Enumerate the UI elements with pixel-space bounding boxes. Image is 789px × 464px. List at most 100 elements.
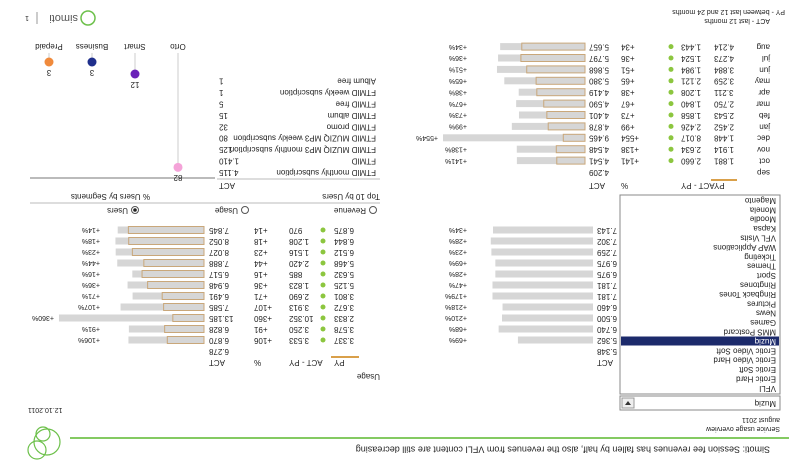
list-item[interactable]: Games: [750, 318, 776, 327]
cell-py: 2.833: [333, 314, 354, 323]
status-dot: [668, 101, 674, 107]
bar-label: +51%: [449, 66, 467, 73]
cell-diff: 2.690: [288, 292, 309, 301]
bar-label: +179%: [445, 292, 467, 299]
list-item[interactable]: Pictures: [747, 299, 776, 308]
cell-act: 6.948: [208, 281, 229, 290]
status-dot: [320, 326, 326, 332]
cell-py: 3.211: [713, 88, 733, 97]
act-bar: [490, 237, 593, 245]
list-item[interactable]: Ringtones: [740, 280, 776, 289]
cell-diff: 2.420: [288, 259, 309, 268]
top10-value: 15: [218, 111, 227, 120]
cell-diff: 8.017: [680, 134, 701, 143]
cell-act: 7.143: [596, 226, 617, 235]
cell-diff: 2.660: [680, 156, 701, 165]
cell-py: 2.543: [713, 111, 734, 120]
status-dot: [668, 44, 674, 50]
py-bar: [555, 145, 586, 154]
list-item[interactable]: Kapsa: [753, 224, 776, 233]
column-header: ACT: [589, 181, 605, 190]
value-label: 82: [173, 173, 182, 182]
list-item[interactable]: Erotic Soft: [738, 365, 776, 374]
act-bar: [498, 325, 593, 333]
cell-act: 7.181: [596, 281, 617, 290]
top10-value: 32: [218, 122, 227, 131]
py-bar: [536, 88, 586, 97]
cell-act: 13.185: [208, 314, 233, 323]
cell-py: 1.914: [713, 145, 734, 154]
bar-label: +91%: [82, 325, 100, 332]
py-bar: [131, 248, 205, 256]
list-item[interactable]: Muziq: [755, 337, 776, 346]
period: august 2011: [742, 416, 780, 423]
bar-label: +218%: [445, 303, 467, 310]
bar-label: +99%: [449, 123, 467, 130]
py-bar: [147, 281, 205, 289]
list-item[interactable]: Moodle: [749, 215, 776, 224]
cell-py: 4.214: [713, 42, 734, 51]
bar-label: +69%: [449, 259, 467, 266]
segment-list: [619, 194, 781, 395]
cell-diff: 970: [288, 226, 302, 235]
cell-pct: +65: [620, 77, 634, 86]
list-item[interactable]: Erotic Video Soft: [716, 346, 776, 355]
list-item[interactable]: Sport: [756, 271, 776, 280]
status-dot: [320, 304, 326, 310]
cell-diff: 1.984: [680, 65, 701, 74]
cell-diff: 1.516: [288, 248, 309, 257]
act-bar: [516, 100, 585, 108]
top10-name: FTMID monthly subscription: [276, 168, 376, 177]
cell-act: 8.052: [208, 237, 229, 246]
cell-pct: +44: [253, 259, 267, 268]
bar-label: +67%: [449, 100, 467, 107]
list-item[interactable]: WAP Applications: [713, 243, 776, 252]
cell-act: 4.541: [588, 156, 609, 165]
list-item[interactable]: Erotic Hard: [736, 374, 776, 383]
list-item[interactable]: VFL Visits: [740, 233, 776, 242]
cell-pct: +36: [253, 281, 267, 290]
bar-label: +106%: [78, 336, 100, 343]
cell-act: 4.419: [588, 88, 609, 97]
list-item[interactable]: Monela: [749, 205, 776, 214]
list-item[interactable]: Magento: [744, 196, 776, 205]
act-bar: [117, 226, 204, 234]
cell-py: 3.337: [333, 336, 354, 345]
bar-label: +554%: [416, 134, 438, 141]
list-item[interactable]: VFLI: [759, 384, 776, 393]
list-item[interactable]: MMS Postcard: [724, 327, 776, 336]
radio[interactable]: [369, 206, 377, 214]
row-label: jul: [762, 54, 771, 63]
category-label: Business: [76, 42, 108, 51]
row-label: oct: [759, 156, 770, 165]
cell-pct: +107: [253, 303, 272, 312]
radio-label[interactable]: Users: [107, 206, 128, 215]
cell-pct: +34: [620, 42, 634, 51]
cell-pct: +141: [620, 156, 639, 165]
radio-label[interactable]: Revenue: [333, 206, 366, 215]
radio-label[interactable]: Usage: [214, 206, 238, 215]
radio[interactable]: [241, 206, 249, 214]
list-item[interactable]: Ticketing: [744, 252, 776, 261]
cell-py: 3.672: [333, 303, 354, 312]
py-bar: [143, 259, 205, 267]
py-bar: [161, 292, 205, 300]
act-bar: [132, 292, 204, 300]
list-item[interactable]: Themes: [747, 262, 776, 271]
list-item[interactable]: Erotic Video Hard: [713, 356, 776, 365]
row-label: dec: [757, 134, 770, 143]
list-item[interactable]: Ringback Tones: [719, 290, 776, 299]
value-label: 3: [46, 68, 51, 77]
segment-select[interactable]: [619, 395, 781, 411]
cell-act: 6.278: [208, 347, 229, 356]
row-label: sep: [757, 168, 770, 177]
status-dot: [320, 293, 326, 299]
status-dot: [668, 66, 674, 72]
cell-py: 2.750: [713, 99, 734, 108]
cell-act: 6.460: [596, 303, 617, 312]
bar-label: +47%: [449, 281, 467, 288]
dot: [44, 57, 54, 67]
list-item[interactable]: News: [756, 309, 776, 318]
cell-diff: 2.121: [680, 77, 701, 86]
